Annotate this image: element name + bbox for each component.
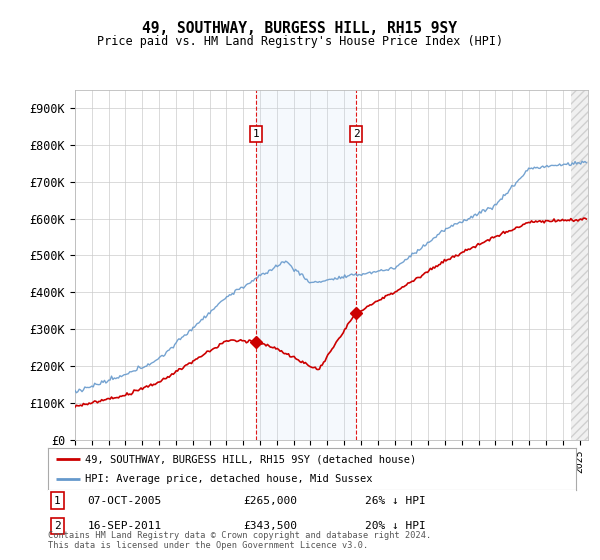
Bar [256,90,356,440]
Text: 49, SOUTHWAY, BURGESS HILL, RH15 9SY: 49, SOUTHWAY, BURGESS HILL, RH15 9SY [143,21,458,36]
Text: £343,500: £343,500 [244,521,298,531]
Text: 2: 2 [353,129,359,139]
Text: 26% ↓ HPI: 26% ↓ HPI [365,496,425,506]
Text: 49, SOUTHWAY, BURGESS HILL, RH15 9SY (detached house): 49, SOUTHWAY, BURGESS HILL, RH15 9SY (de… [85,454,416,464]
Text: £265,000: £265,000 [244,496,298,506]
Text: HPI: Average price, detached house, Mid Sussex: HPI: Average price, detached house, Mid … [85,474,373,484]
Text: 1: 1 [253,129,260,139]
Bar [571,90,588,440]
Text: 1: 1 [54,496,61,506]
Text: 07-OCT-2005: 07-OCT-2005 [88,496,162,506]
Text: 20% ↓ HPI: 20% ↓ HPI [365,521,425,531]
Text: Contains HM Land Registry data © Crown copyright and database right 2024.
This d: Contains HM Land Registry data © Crown c… [48,530,431,550]
Text: Price paid vs. HM Land Registry's House Price Index (HPI): Price paid vs. HM Land Registry's House … [97,35,503,48]
Text: 2: 2 [54,521,61,531]
Text: 16-SEP-2011: 16-SEP-2011 [88,521,162,531]
